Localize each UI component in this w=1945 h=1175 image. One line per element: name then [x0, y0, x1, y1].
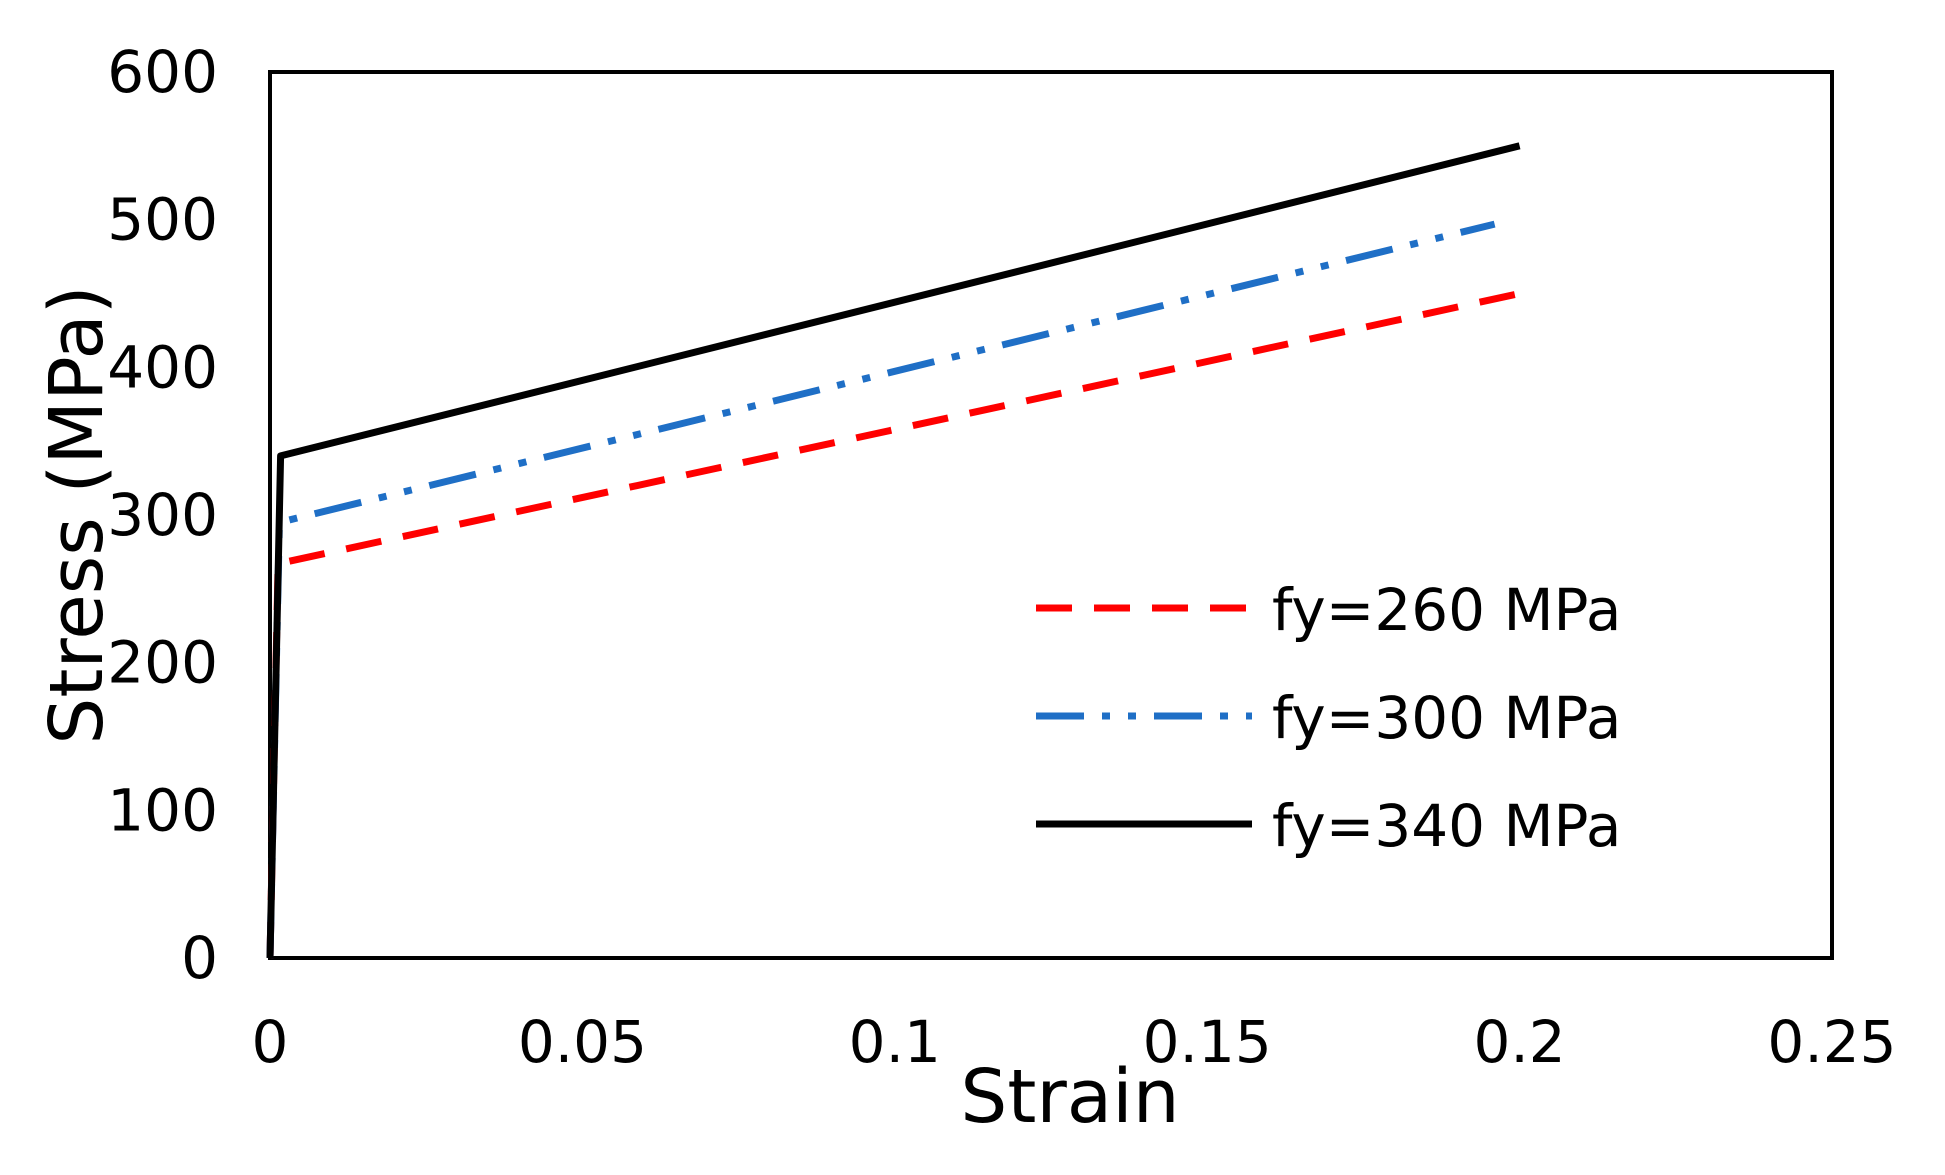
y-tick-label: 500 [107, 186, 218, 254]
y-tick-label: 600 [107, 38, 218, 106]
tick-layer: 0 0.05 0.1 0.15 0.2 0.25 0 100 200 300 400 500 600 [107, 38, 1896, 1076]
series-layer [266, 142, 1521, 959]
series-line-fy-340-mpa [266, 142, 1521, 959]
y-tick-label: 200 [107, 629, 218, 697]
plot-area [268, 70, 1834, 960]
y-tick-label: 100 [107, 776, 218, 844]
x-tick-label: 0.25 [1767, 1008, 1896, 1076]
y-tick-label: 0 [181, 924, 218, 992]
x-axis-label: Strain [960, 1054, 1179, 1140]
legend-label-fy-260-mpa: fy=260 MPa [1272, 576, 1621, 644]
x-tick-label: 0.1 [849, 1008, 941, 1076]
x-tick-label: 0.05 [518, 1008, 647, 1076]
x-tick-label: 0.2 [1473, 1008, 1565, 1076]
y-tick-label: 400 [107, 333, 218, 401]
legend-label-fy-340-mpa: fy=340 MPa [1272, 792, 1621, 860]
x-tick-label: 0 [252, 1008, 289, 1076]
legend-label-fy-300-mpa: fy=300 MPa [1272, 684, 1621, 752]
y-tick-label: 300 [107, 481, 218, 549]
y-axis-label: Stress (MPa) [34, 285, 120, 744]
legend: fy=260 MPa fy=300 MPa fy=340 MPa [1036, 576, 1621, 860]
x-tick-label: 0.15 [1143, 1008, 1272, 1076]
